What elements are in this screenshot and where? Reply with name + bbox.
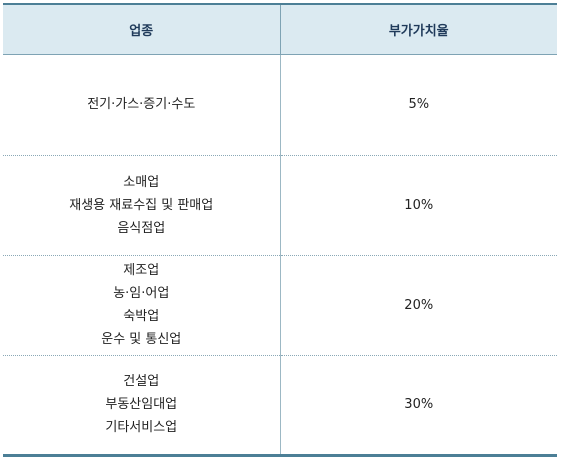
industry-label: 재생용 재료수집 및 판매업 <box>69 197 214 213</box>
table-header-row: 업종 부가가치율 <box>3 3 557 55</box>
industry-label: 건설업 <box>123 374 160 389</box>
industry-label: 운수 및 통신업 <box>101 332 182 347</box>
industry-label: 제조업 <box>123 263 160 278</box>
rate-cell: 10% <box>280 155 557 256</box>
industry-label: 음식점업 <box>117 220 166 236</box>
industry-cell: 건설업 부동산임대업 기타서비스업 <box>3 355 281 457</box>
industry-cell: 전기·가스·증기·수도 <box>3 54 281 156</box>
vat-rate-table-container: 업종 부가가치율 전기·가스·증기·수도 5% 소매업 재생용 재료수집 및 판… <box>3 3 557 457</box>
industry-label: 부동산임대업 <box>105 397 178 412</box>
rate-cell: 20% <box>280 255 557 356</box>
rate-cell: 30% <box>280 355 557 457</box>
table-row: 제조업 농·임·어업 숙박업 운수 및 통신업 20% <box>3 255 557 356</box>
header-industry: 업종 <box>3 3 281 55</box>
industry-label: 기타서비스업 <box>105 420 178 435</box>
header-vat-rate: 부가가치율 <box>280 3 557 55</box>
vat-rate-table: 업종 부가가치율 전기·가스·증기·수도 5% 소매업 재생용 재료수집 및 판… <box>3 3 557 457</box>
table-row: 건설업 부동산임대업 기타서비스업 30% <box>3 355 557 457</box>
industry-cell: 제조업 농·임·어업 숙박업 운수 및 통신업 <box>3 255 281 356</box>
industry-label: 전기·가스·증기·수도 <box>87 97 196 112</box>
rate-cell: 5% <box>280 54 557 156</box>
industry-label: 소매업 <box>123 174 160 190</box>
industry-label: 숙박업 <box>123 309 160 324</box>
table-row: 전기·가스·증기·수도 5% <box>3 54 557 156</box>
table-row: 소매업 재생용 재료수집 및 판매업 음식점업 10% <box>3 155 557 256</box>
industry-cell: 소매업 재생용 재료수집 및 판매업 음식점업 <box>3 155 281 256</box>
industry-label: 농·임·어업 <box>113 286 170 301</box>
